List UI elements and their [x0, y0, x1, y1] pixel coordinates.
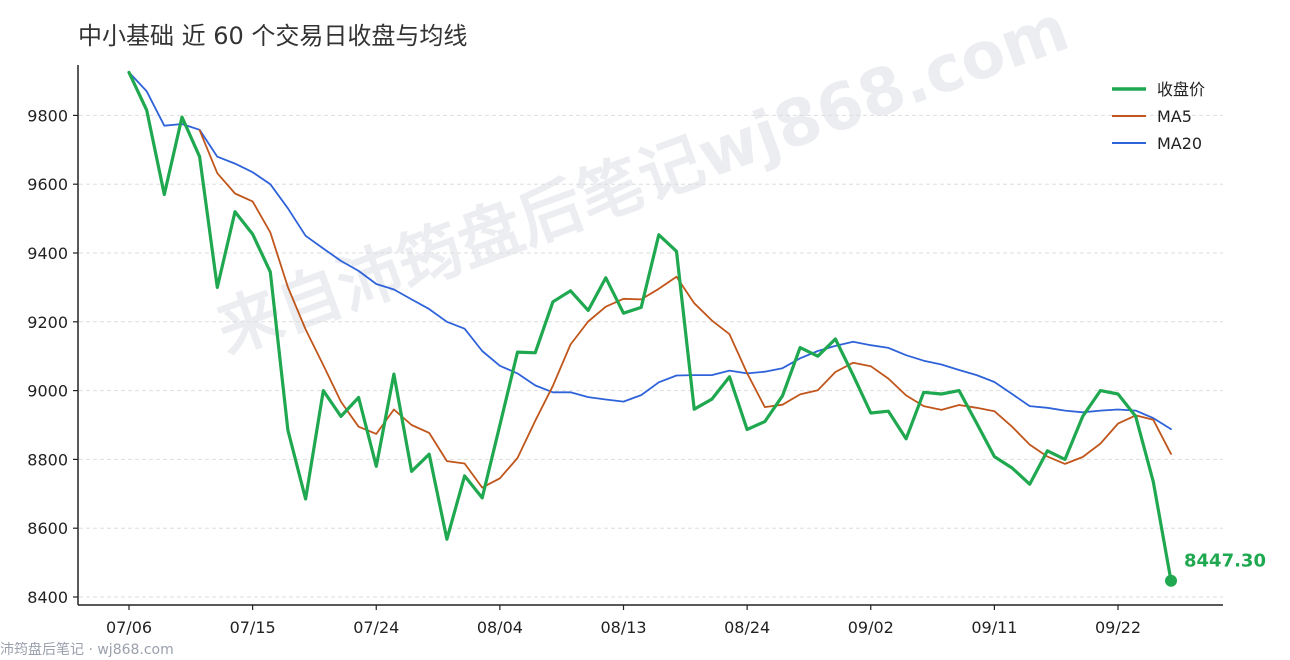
legend-label-ma20: MA20 — [1157, 134, 1202, 153]
legend-label-close: 收盘价 — [1157, 80, 1205, 99]
axes — [77, 65, 1223, 606]
x-tick-label: 09/02 — [848, 618, 894, 637]
series-lines — [127, 70, 1173, 583]
x-tick-label: 07/24 — [353, 618, 399, 637]
x-axis-ticks: 07/06 07/15 07/24 08/04 08/13 08/24 09/02 09/11… — [106, 605, 1141, 637]
last-close-label: 8447.30 — [1184, 551, 1266, 572]
x-tick-label: 08/24 — [724, 618, 770, 637]
y-tick-label: 9000 — [27, 382, 68, 401]
series-line-close — [127, 70, 1173, 583]
x-tick-label: 07/06 — [106, 618, 152, 637]
legend-label-ma5: MA5 — [1157, 107, 1192, 126]
y-tick-label: 9400 — [27, 244, 68, 263]
x-tick-label: 09/11 — [971, 618, 1017, 637]
legend: 收盘价 MA5 MA20 — [1112, 80, 1205, 153]
grid-lines — [79, 114, 1223, 598]
y-tick-label: 8600 — [27, 519, 68, 538]
last-close-point — [1165, 574, 1177, 587]
y-tick-label: 9200 — [27, 313, 68, 332]
y-tick-label: 8400 — [27, 588, 68, 607]
x-tick-label: 08/04 — [477, 618, 523, 637]
y-tick-label: 8800 — [27, 450, 68, 469]
x-tick-label: 07/15 — [230, 618, 276, 637]
y-tick-label: 9600 — [27, 175, 68, 194]
end-marker: 8447.30 — [1165, 551, 1266, 587]
chart-title: 中小基础 近 60 个交易日收盘与均线 — [78, 22, 467, 50]
y-tick-label: 9800 — [27, 106, 68, 125]
x-tick-label: 08/13 — [600, 618, 646, 637]
footer-credit: 沛筠盘后笔记 · wj868.com — [0, 641, 174, 658]
y-axis-ticks: 8400 8600 8800 9000 9200 9400 9600 9800 — [27, 106, 78, 607]
x-tick-label: 09/22 — [1095, 618, 1141, 637]
series-line-ma20 — [128, 71, 1172, 430]
series-line-ma5 — [198, 129, 1172, 489]
